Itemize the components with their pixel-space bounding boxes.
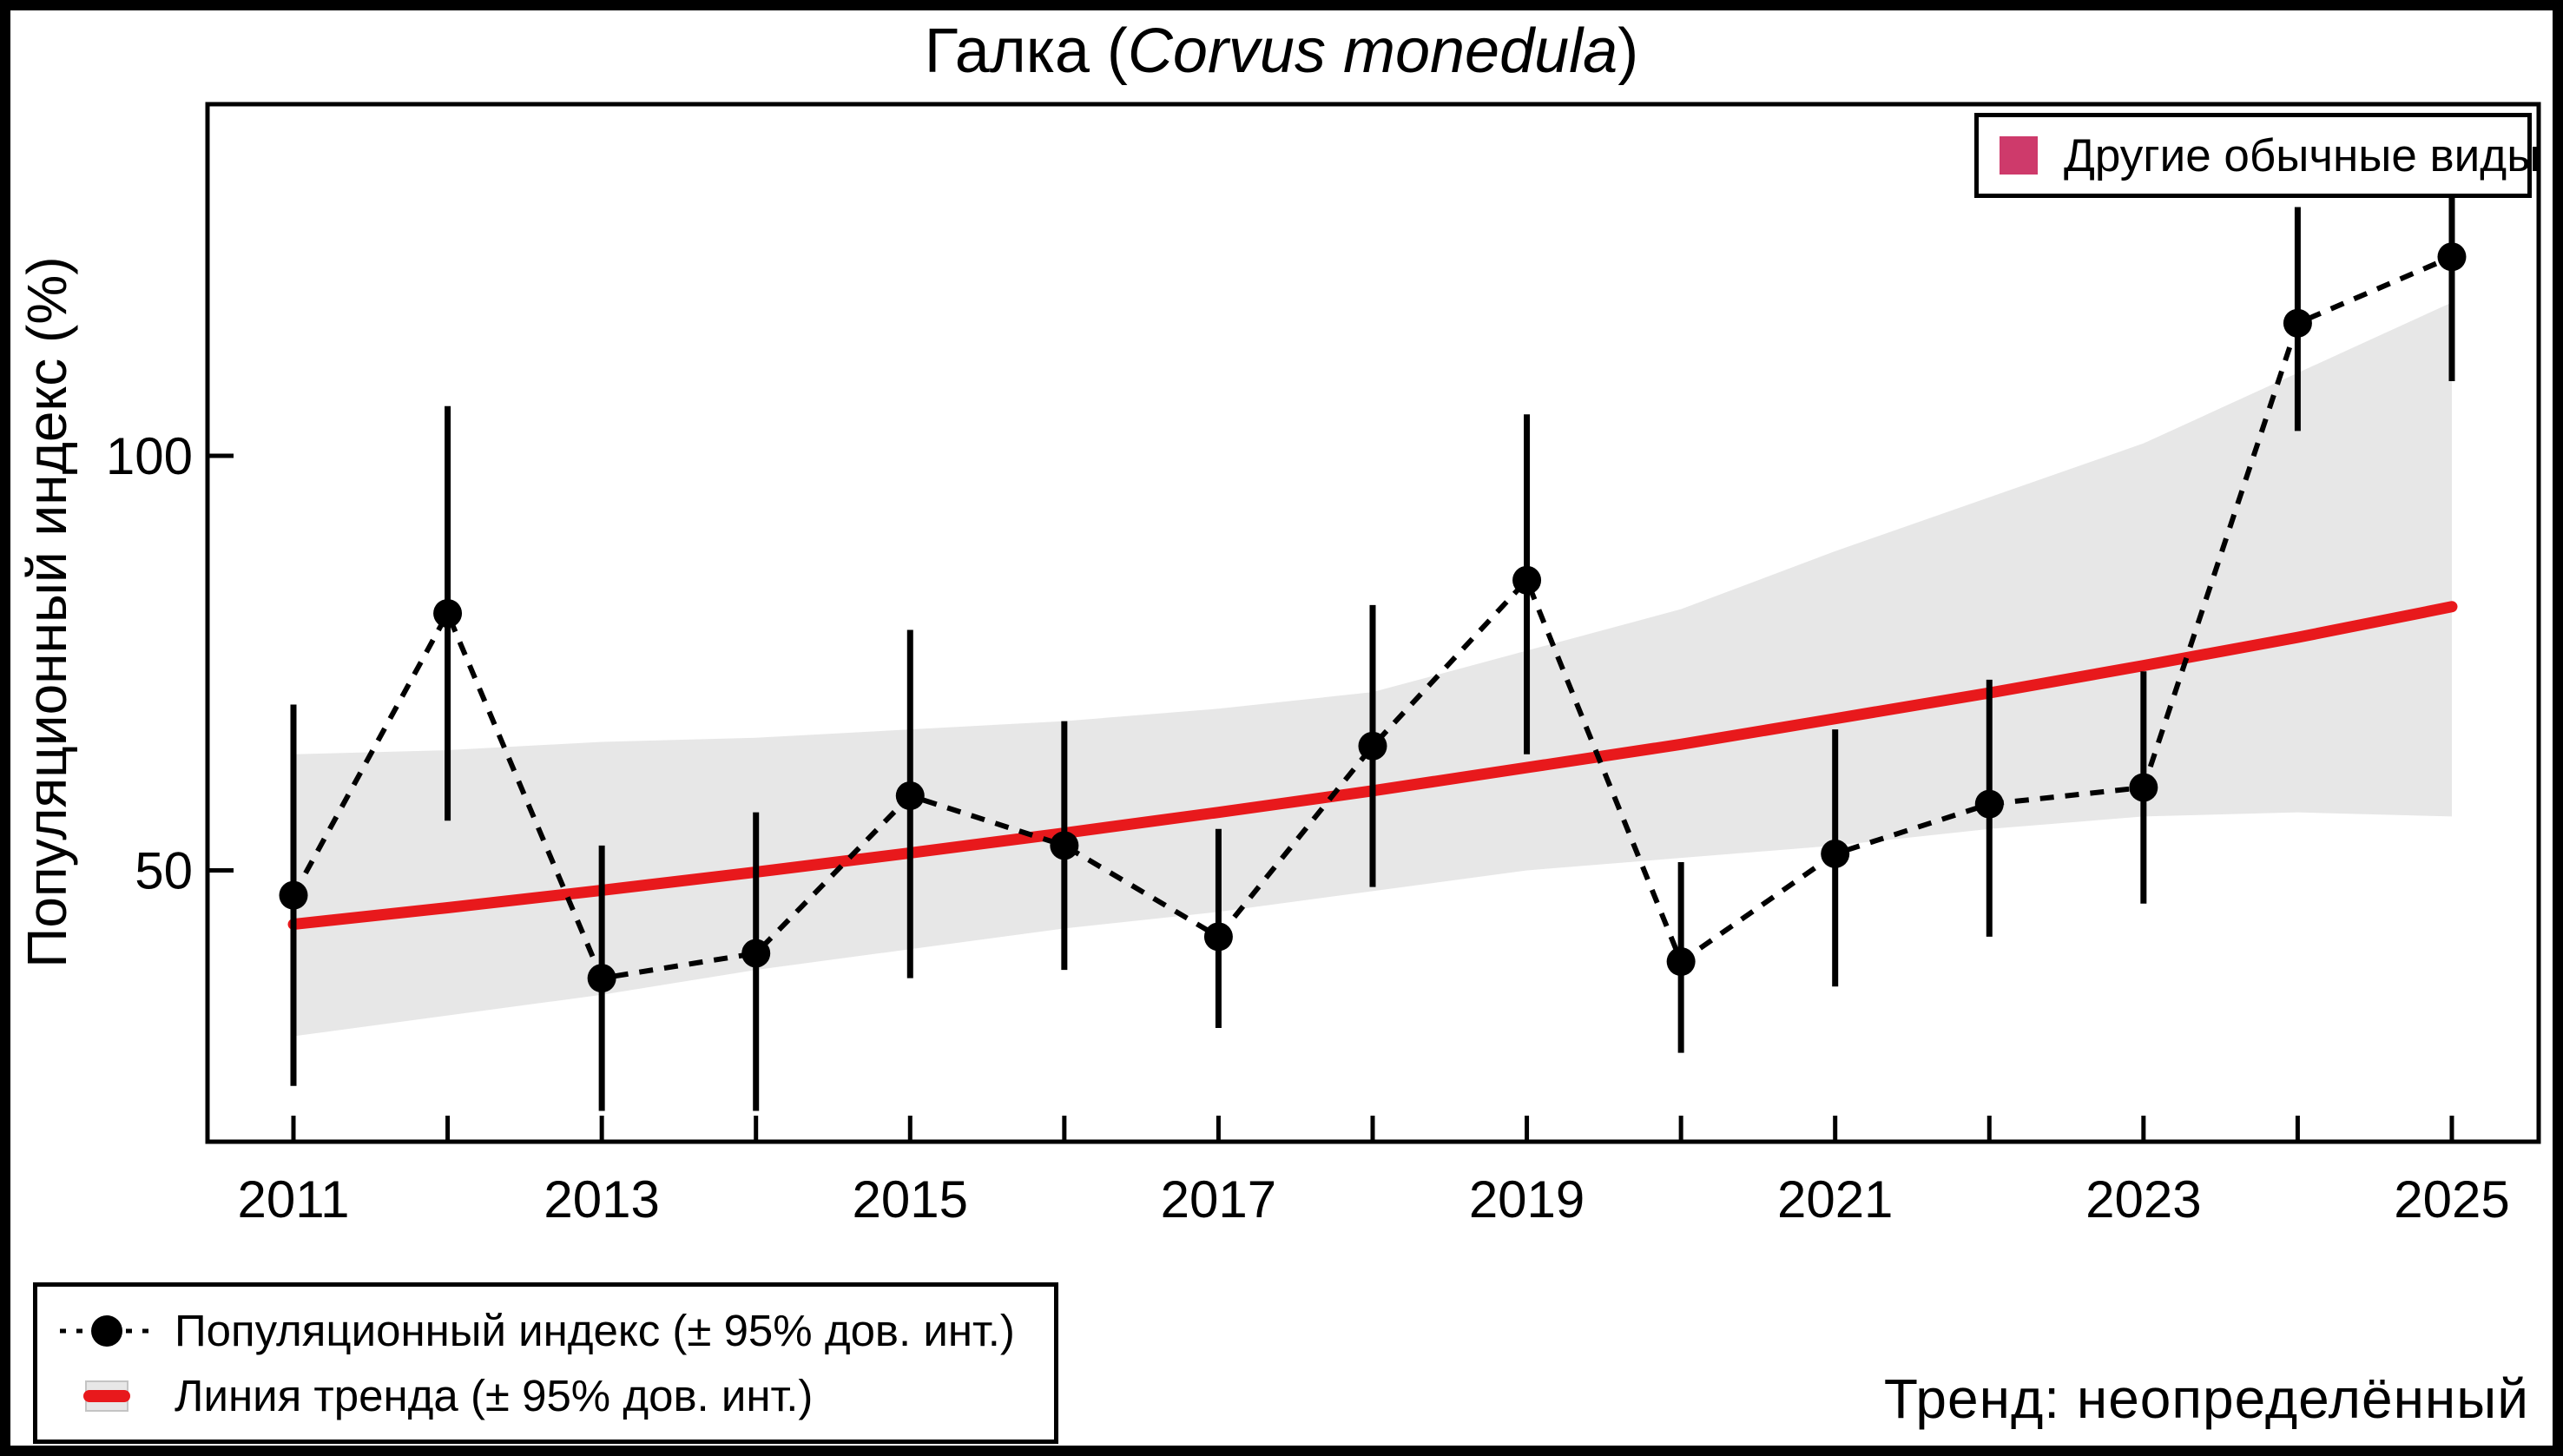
x-tick-label: 2025 <box>2394 1170 2509 1229</box>
data-point <box>433 598 463 628</box>
chart-title-suffix: ) <box>1618 16 1639 86</box>
x-tick-label: 2011 <box>237 1170 349 1229</box>
legend-other-species: Другие обычные виды <box>1974 113 2540 198</box>
data-point <box>1203 922 1233 952</box>
data-point <box>895 781 925 811</box>
legend-trend-label: Линия тренда (± 95% дов. инт.) <box>175 1371 814 1420</box>
y-axis-title: Популяционный индекс (%) <box>16 256 78 968</box>
data-point <box>2129 773 2158 802</box>
data-point <box>1666 947 1696 977</box>
data-point <box>1821 839 1850 868</box>
legend-row-index: Популяционный индекс (± 95% дов. инт.) <box>58 1305 1054 1356</box>
chart-title: Галка (Corvus monedula) <box>0 16 2563 86</box>
trend-line-symbol-icon <box>58 1380 155 1412</box>
trend-note: Тренд: неопределённый <box>1883 1367 2529 1430</box>
legend-row-trend: Линия тренда (± 95% дов. инт.) <box>58 1370 1054 1421</box>
x-tick-label: 2021 <box>1777 1170 1893 1229</box>
data-point <box>1512 565 1542 595</box>
legend-main: Популяционный индекс (± 95% дов. инт.) Л… <box>33 1282 1058 1444</box>
data-point <box>587 964 616 993</box>
index-line <box>291 254 2454 981</box>
confidence-band <box>293 302 2452 1037</box>
y-tick-label: 50 <box>135 842 193 900</box>
legend-other-species-label: Другие обычные виды <box>2064 129 2540 181</box>
x-tick-label: 2015 <box>853 1170 968 1229</box>
data-point <box>279 880 308 910</box>
data-point <box>741 939 771 968</box>
other-species-swatch-icon <box>2000 136 2038 175</box>
data-point <box>2437 242 2467 272</box>
x-tick-label: 2017 <box>1161 1170 1276 1229</box>
data-point <box>1358 731 1387 761</box>
legend-index-label: Популяционный индекс (± 95% дов. инт.) <box>175 1306 1015 1355</box>
x-tick-label: 2013 <box>544 1170 659 1229</box>
chart-title-prefix: Галка ( <box>924 16 1128 86</box>
index-point-symbol-icon <box>58 1307 155 1355</box>
y-tick-label: 100 <box>106 427 193 485</box>
data-point <box>2283 308 2312 338</box>
chart-title-species: Corvus monedula <box>1127 16 1618 86</box>
data-point <box>1050 831 1079 860</box>
x-tick-label: 2023 <box>2085 1170 2201 1229</box>
data-point <box>1974 789 2004 819</box>
x-tick-label: 2019 <box>1469 1170 1585 1229</box>
